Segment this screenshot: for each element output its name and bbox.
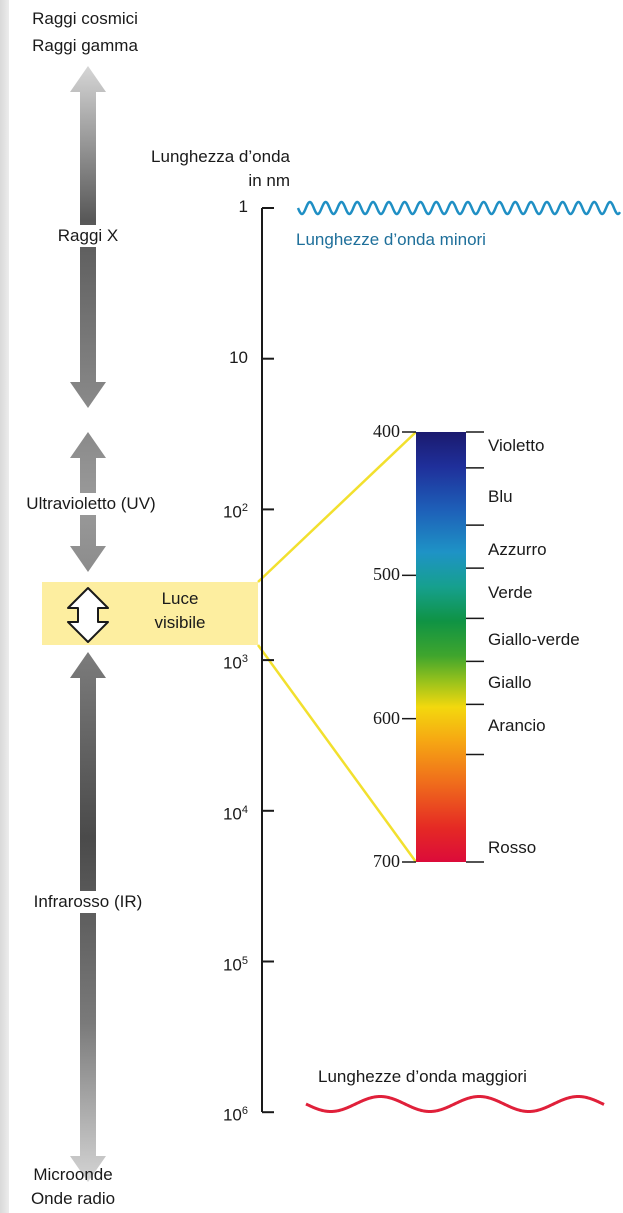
axis-tick-base: 10 <box>222 955 242 975</box>
visible-spectrum-bar <box>416 432 466 862</box>
label-microwaves: Microonde <box>33 1165 113 1184</box>
label-infrared: Infrarosso (IR) <box>31 891 145 913</box>
axis-tick-label: 105 <box>223 950 248 977</box>
visible-light-band <box>42 582 258 645</box>
spectrum-color-label-violetto: Violetto <box>488 436 545 456</box>
label-visible-light-line1: Luce <box>161 589 199 608</box>
spectrum-nm-label: 700 <box>373 851 400 871</box>
spectrum-nm-label: 500 <box>373 564 400 585</box>
spectrum-color-label-giallo-verde: Giallo-verde <box>488 629 580 649</box>
axis-tick-base: 10 <box>222 653 242 673</box>
axis-tick-base: 10 <box>229 347 248 367</box>
label-longer-wavelengths: Lunghezze d’onda maggiori <box>318 1067 527 1086</box>
axis-title-line2: in nm <box>248 171 290 190</box>
axis-tick-label: 102 <box>223 497 248 524</box>
axis-tick-exponent: 4 <box>241 803 248 816</box>
axis-tick-label: 10 <box>229 347 248 369</box>
double-arrow-visible <box>67 587 109 643</box>
long-wavelength-wave <box>305 1095 605 1113</box>
axis-tick-base: 10 <box>222 804 242 824</box>
connector-line-bottom <box>256 644 418 863</box>
spectrum-color-label-verde: Verde <box>488 582 533 602</box>
spectrum-nm-label: 400 <box>373 421 400 441</box>
axis-tick-exponent: 2 <box>241 502 248 515</box>
label-cosmic-rays: Raggi cosmici <box>32 9 138 28</box>
left-edge-strip <box>0 0 9 1213</box>
label-visible-light-line2: visibile <box>154 613 206 632</box>
spectrum-color-label-azzurro: Azzurro <box>488 539 547 559</box>
spectrum-ticks <box>402 431 484 863</box>
double-arrow-ir-radio <box>70 652 106 1182</box>
connector-line-top <box>257 431 417 583</box>
spectrum-nm-label: 600 <box>373 707 400 728</box>
axis-tick-label: 1 <box>239 196 248 218</box>
axis-tick-exponent: 5 <box>241 954 248 967</box>
label-ultraviolet: Ultravioletto (UV) <box>24 493 158 515</box>
axis-tick-exponent: 3 <box>241 653 248 666</box>
label-x-rays: Raggi X <box>55 225 121 247</box>
axis-tick-base: 10 <box>222 1105 242 1125</box>
label-shorter-wavelengths: Lunghezze d’onda minori <box>296 230 486 249</box>
short-wavelength-wave <box>296 200 622 216</box>
spectrum-color-label-giallo: Giallo <box>488 672 532 692</box>
axis-tick-exponent: 6 <box>241 1105 248 1118</box>
spectrum-color-label-rosso: Rosso <box>488 837 537 857</box>
axis-tick-base: 1 <box>238 197 248 216</box>
axis-title-line1: Lunghezza d’onda <box>151 147 290 166</box>
axis-tick-base: 10 <box>222 503 242 523</box>
spectrum-color-label-blu: Blu <box>488 486 513 506</box>
wavelength-axis-ticks <box>262 207 274 1114</box>
axis-tick-label: 106 <box>223 1100 248 1127</box>
label-gamma-rays: Raggi gamma <box>32 36 138 55</box>
spectrum-color-label-arancio: Arancio <box>488 715 546 735</box>
axis-tick-label: 104 <box>223 799 248 826</box>
axis-tick-label: 103 <box>223 648 248 675</box>
label-radio-waves: Onde radio <box>30 1189 116 1208</box>
